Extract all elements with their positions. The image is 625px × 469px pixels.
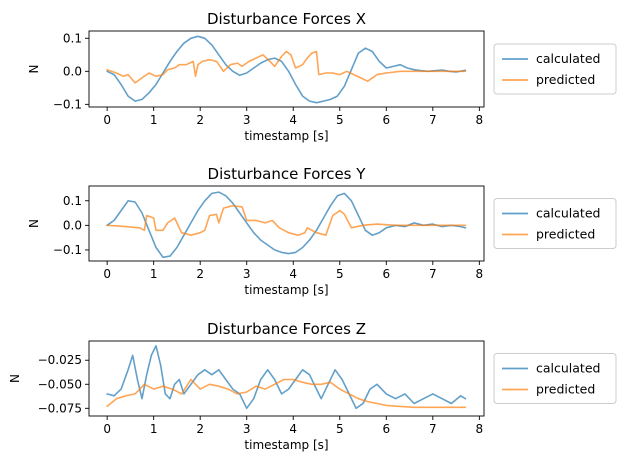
x-tick-label: 0 <box>103 113 111 127</box>
x-tick-label: 3 <box>243 422 251 436</box>
y-axis-label: N <box>27 219 41 228</box>
series-line-calculated <box>106 35 467 104</box>
chart-panel-3: Disturbance Forces Z 0 1 2 3 4 5 6 7 8 −0.075 −0.05… <box>8 320 617 452</box>
legend-label-predicted: predicted <box>536 227 595 242</box>
x-tick-label: 7 <box>429 422 437 436</box>
legend-label-calculated: calculated <box>536 51 600 66</box>
x-tick-label: 4 <box>289 422 297 436</box>
legend: calculated predicted <box>493 43 617 95</box>
series-line-predicted <box>106 204 467 236</box>
x-axis-label: timestamp [s] <box>244 129 328 143</box>
x-tick-label: 7 <box>429 113 437 127</box>
x-tick-label: 8 <box>476 113 484 127</box>
x-tick-label: 7 <box>429 267 437 281</box>
y-tick-label: 0.1 <box>63 194 82 208</box>
y-tick-label: 0.1 <box>63 31 82 45</box>
y-axis-label: N <box>27 65 41 74</box>
x-tick-label: 3 <box>243 267 251 281</box>
x-tick-label: 8 <box>476 267 484 281</box>
x-tick-label: 5 <box>336 422 344 436</box>
chart-title: Disturbance Forces Z <box>207 320 366 338</box>
y-tick-label: −0.1 <box>53 243 82 257</box>
legend-frame <box>493 198 617 249</box>
x-tick-label: 6 <box>382 267 390 281</box>
x-tick-label: 5 <box>336 113 344 127</box>
y-tick-label: −0.075 <box>38 401 82 415</box>
chart-title: Disturbance Forces X <box>207 10 366 28</box>
x-tick-label: 0 <box>103 422 111 436</box>
legend-label-calculated: calculated <box>536 206 600 221</box>
x-tick-label: 1 <box>150 267 158 281</box>
legend-frame <box>493 43 617 95</box>
x-tick-label: 2 <box>196 422 204 436</box>
series-line-predicted <box>106 378 467 409</box>
x-tick-label: 6 <box>382 422 390 436</box>
x-tick-label: 6 <box>382 113 390 127</box>
x-axis-label: timestamp [s] <box>244 283 328 297</box>
y-tick-label: −0.025 <box>38 353 82 367</box>
x-tick-label: 1 <box>150 422 158 436</box>
chart-panel-2: Disturbance Forces Y 0 1 2 3 4 5 6 7 8 −0.1 0.0 0.1 t… <box>27 165 617 297</box>
legend-label-predicted: predicted <box>536 382 595 397</box>
legend-label-calculated: calculated <box>536 361 600 376</box>
legend: calculated predicted <box>493 353 617 404</box>
legend-label-predicted: predicted <box>536 72 595 87</box>
x-tick-label: 3 <box>243 113 251 127</box>
x-tick-label: 8 <box>476 422 484 436</box>
x-axis-label: timestamp [s] <box>244 438 328 452</box>
legend: calculated predicted <box>493 198 617 249</box>
y-tick-label: 0.0 <box>63 218 82 232</box>
x-tick-label: 4 <box>289 267 297 281</box>
plot-area-frame <box>88 185 485 262</box>
chart-panel-1: Disturbance Forces X 0 1 2 3 4 5 6 7 8 −0.1 0.0 0.1 t… <box>27 10 617 143</box>
chart-title: Disturbance Forces Y <box>208 165 367 183</box>
y-tick-label: −0.1 <box>53 97 82 111</box>
legend-frame <box>493 353 617 404</box>
x-tick-label: 2 <box>196 267 204 281</box>
y-axis-label: N <box>8 374 22 383</box>
y-tick-label: −0.050 <box>38 377 82 391</box>
series-line-predicted <box>106 50 467 84</box>
x-tick-label: 0 <box>103 267 111 281</box>
plot-area-frame <box>88 340 485 417</box>
x-tick-label: 5 <box>336 267 344 281</box>
plot-area-frame <box>88 30 485 108</box>
x-tick-label: 1 <box>150 113 158 127</box>
x-tick-label: 4 <box>289 113 297 127</box>
y-tick-label: 0.0 <box>63 64 82 78</box>
x-tick-label: 2 <box>196 113 204 127</box>
series-line-calculated <box>106 344 467 410</box>
